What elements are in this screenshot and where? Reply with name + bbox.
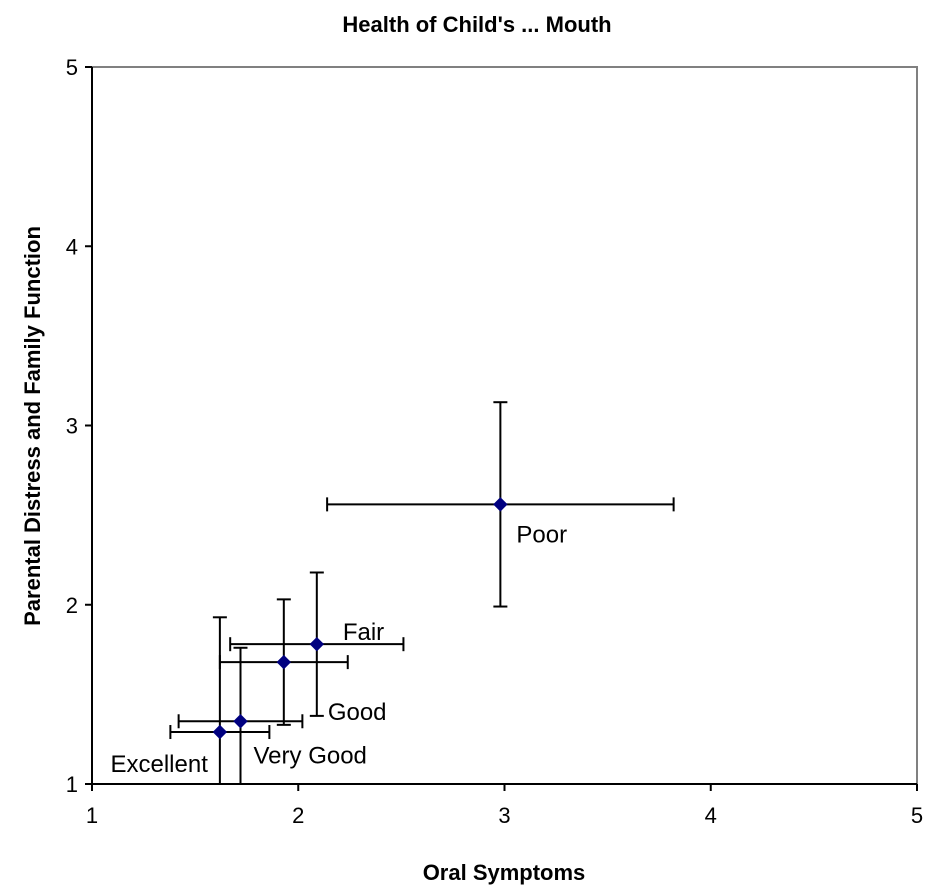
chart-title: Health of Child's ... Mouth <box>342 12 611 37</box>
x-tick-label: 5 <box>911 803 923 828</box>
y-axis-label: Parental Distress and Family Function <box>20 226 45 626</box>
axes: 1 2 3 4 5 1 2 3 4 5 <box>66 55 923 828</box>
x-tick-label: 4 <box>705 803 717 828</box>
data-point <box>493 497 508 512</box>
point-label: Excellent <box>110 751 208 778</box>
y-tick-label: 4 <box>66 234 78 259</box>
error-bars <box>169 401 675 785</box>
data-point <box>276 654 292 670</box>
point-label: Fair <box>343 619 384 646</box>
x-axis-label: Oral Symptoms <box>423 860 586 885</box>
data-points <box>212 497 508 740</box>
point-label: Very Good <box>254 742 367 769</box>
x-tick-label: 1 <box>86 803 98 828</box>
y-tick-label: 1 <box>66 772 78 797</box>
data-point <box>233 714 248 729</box>
point-label: Poor <box>516 521 567 548</box>
y-tick-label: 2 <box>66 593 78 618</box>
point-labels: Excellent Very Good Good Fair Poor <box>110 521 567 778</box>
y-tick-label: 5 <box>66 55 78 80</box>
y-tick-label: 3 <box>66 414 78 439</box>
data-point <box>309 636 325 652</box>
point-label: Good <box>328 699 387 726</box>
plot-area <box>91 66 918 785</box>
data-point <box>212 724 228 740</box>
x-tick-label: 3 <box>498 803 510 828</box>
x-tick-label: 2 <box>292 803 304 828</box>
